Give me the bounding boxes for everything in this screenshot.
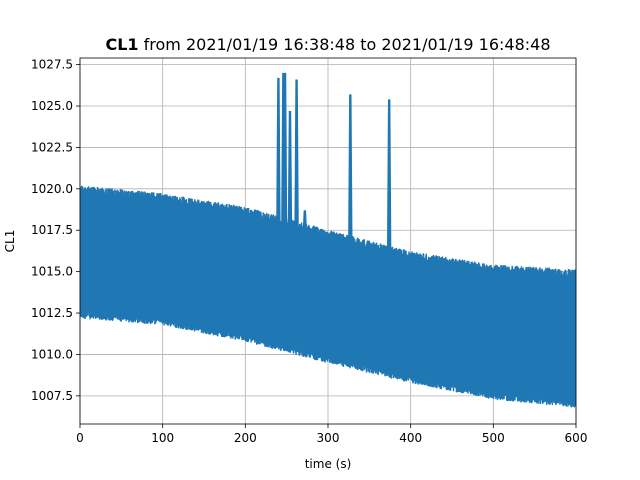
series-spike [348,94,353,245]
y-tick-label: 1017.5 [31,223,73,237]
y-axis: 1007.5 1010.0 1012.5 1015.0 1017.5 1020.0 1022… [31,58,80,403]
y-tick-label: 1015.0 [31,265,73,279]
series-spike [276,77,281,225]
x-axis-label: time (s) [305,457,352,471]
x-tick-label: 600 [565,431,588,445]
series-line [80,185,576,408]
x-tick-label: 300 [317,431,340,445]
y-tick-label: 1010.0 [31,347,73,361]
y-tick-label: 1025.0 [31,99,73,113]
x-tick-label: 400 [399,431,422,445]
y-tick-label: 1007.5 [31,389,73,403]
series-spike [287,110,293,228]
x-tick-label: 500 [482,431,505,445]
y-tick-label: 1020.0 [31,182,73,196]
x-tick-label: 200 [234,431,257,445]
chart-title-bold: CL1 [105,35,138,54]
series-spike [302,210,308,233]
chart-title: CL1 from 2021/01/19 16:38:48 to 2021/01/… [105,35,550,54]
y-tick-label: 1022.5 [31,140,73,154]
y-tick-label: 1027.5 [31,58,73,72]
chart-title-rest: from 2021/01/19 16:38:48 to 2021/01/19 1… [139,35,551,54]
x-tick-label: 100 [151,431,174,445]
y-axis-label: CL1 [3,230,17,253]
x-tick-label: 0 [76,431,84,445]
plot-area [80,72,576,408]
y-tick-label: 1012.5 [31,306,73,320]
series-spike [294,79,299,230]
series-spike [282,72,288,227]
x-axis: 0 100 200 300 400 500 600 [76,424,587,445]
series-spike [386,99,392,255]
